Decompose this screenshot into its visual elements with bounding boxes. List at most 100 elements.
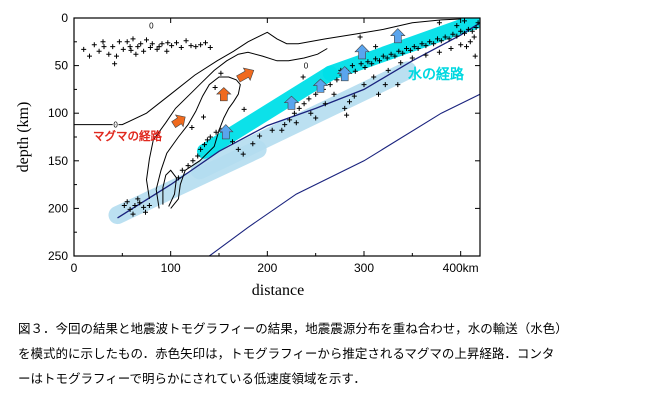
earthquake-marker bbox=[282, 122, 288, 128]
earthquake-marker bbox=[91, 42, 97, 48]
earthquake-marker bbox=[435, 36, 440, 42]
earthquake-marker bbox=[357, 34, 363, 40]
earthquake-marker bbox=[124, 199, 130, 205]
earthquake-marker bbox=[377, 58, 382, 64]
earthquake-marker bbox=[342, 105, 348, 111]
earthquake-marker bbox=[442, 34, 448, 40]
earthquake-marker bbox=[141, 48, 147, 54]
earthquake-marker bbox=[81, 46, 87, 52]
earthquake-marker bbox=[404, 46, 409, 51]
earthquake-marker bbox=[203, 40, 208, 46]
water-arrow bbox=[354, 44, 370, 60]
earthquake-marker bbox=[250, 141, 256, 147]
earthquake-marker bbox=[436, 49, 442, 55]
earthquake-marker bbox=[467, 39, 473, 45]
earthquake-marker bbox=[144, 37, 149, 43]
contour-value-label: 0 bbox=[149, 22, 154, 31]
earthquake-marker bbox=[198, 146, 204, 152]
earthquake-marker bbox=[178, 45, 184, 50]
earthquake-marker bbox=[431, 41, 437, 47]
earthquake-marker bbox=[218, 70, 224, 76]
earthquake-marker bbox=[207, 45, 213, 50]
y-tick-label: 0 bbox=[61, 11, 68, 25]
earthquake-marker bbox=[382, 82, 388, 88]
x-tick-label: 200 bbox=[257, 261, 277, 275]
y-axis-label: depth (km) bbox=[15, 102, 32, 173]
earthquake-marker bbox=[185, 163, 191, 169]
earthquake-marker bbox=[407, 47, 413, 53]
earthquake-marker bbox=[188, 43, 194, 49]
earthquake-marker bbox=[469, 28, 475, 34]
earthquake-marker bbox=[291, 110, 297, 116]
earthquake-marker bbox=[204, 137, 210, 143]
caption-line-1: 図３．今回の結果と地震波トモグラフィーの結果，地震震源分布を重ね合わせ，水の輸送… bbox=[18, 321, 568, 336]
caption-line-2: を模式的に示したもの．赤色矢印は，トモグラフィーから推定されるマグマの上昇経路．… bbox=[18, 346, 555, 361]
earthquake-marker bbox=[352, 68, 358, 74]
x-tick-label: 0 bbox=[71, 261, 78, 275]
earthquake-marker bbox=[135, 196, 141, 202]
earthquake-marker bbox=[257, 133, 263, 139]
slab-upper-line bbox=[117, 22, 480, 219]
earthquake-marker bbox=[179, 167, 185, 173]
earthquake-marker bbox=[308, 110, 314, 116]
earthquake-marker bbox=[293, 120, 299, 126]
earthquake-marker bbox=[358, 61, 364, 67]
earthquake-marker bbox=[365, 59, 371, 65]
slab-lower-line bbox=[208, 93, 480, 256]
contour-line-2 bbox=[145, 48, 328, 199]
earthquake-marker bbox=[411, 44, 417, 50]
earthquake-marker bbox=[334, 77, 340, 83]
earthquake-marker bbox=[471, 34, 477, 40]
magma-arrow bbox=[216, 87, 232, 102]
water-arrow bbox=[312, 78, 329, 93]
earthquake-marker bbox=[436, 20, 442, 26]
earthquake-marker bbox=[313, 91, 319, 97]
earthquake-marker bbox=[100, 39, 106, 45]
x-tick-label: 400km bbox=[443, 261, 479, 275]
earthquake-marker bbox=[190, 158, 196, 164]
earthquake-marker bbox=[202, 142, 207, 148]
earthquake-marker bbox=[462, 30, 467, 36]
earthquake-marker bbox=[130, 211, 136, 217]
earthquake-marker bbox=[388, 51, 394, 57]
figure-caption: 図３．今回の結果と地震波トモグラフィーの結果，地震震源分布を重ね合わせ，水の輸送… bbox=[18, 316, 668, 391]
x-tick-label: 300 bbox=[354, 261, 374, 275]
contour-line-1 bbox=[74, 18, 461, 126]
earthquake-marker bbox=[306, 96, 312, 102]
earthquake-marker bbox=[438, 38, 444, 44]
earthquake-marker bbox=[369, 61, 375, 67]
earthquake-marker bbox=[464, 44, 469, 50]
earthquake-marker bbox=[400, 50, 406, 56]
earthquake-marker bbox=[128, 47, 134, 53]
earthquake-marker bbox=[230, 139, 235, 145]
earthquake-marker bbox=[331, 91, 337, 97]
earthquake-marker bbox=[212, 85, 218, 90]
earthquake-marker bbox=[351, 93, 357, 99]
earthquake-marker bbox=[164, 48, 170, 54]
earthquake-marker bbox=[241, 106, 247, 112]
earthquake-marker bbox=[175, 175, 181, 181]
earthquake-marker bbox=[395, 82, 401, 88]
earthquake-marker bbox=[373, 44, 379, 50]
earthquake-marker bbox=[423, 52, 429, 58]
earthquake-marker bbox=[189, 125, 195, 130]
earthquake-marker bbox=[427, 39, 433, 45]
earthquake-marker bbox=[87, 53, 92, 59]
earthquake-marker bbox=[198, 42, 204, 48]
earthquake-marker bbox=[235, 146, 241, 152]
earthquake-marker bbox=[110, 44, 116, 50]
earthquake-marker bbox=[349, 63, 355, 69]
earthquake-marker bbox=[141, 204, 147, 210]
y-tick-label: 150 bbox=[48, 154, 68, 168]
earthquake-marker bbox=[143, 209, 148, 215]
water-path-label: 水の経路 bbox=[408, 66, 465, 83]
earthquake-marker bbox=[419, 41, 425, 47]
earthquake-marker bbox=[409, 55, 415, 61]
earthquake-marker bbox=[300, 74, 306, 80]
earthquake-marker bbox=[458, 28, 464, 34]
earthquake-marker bbox=[240, 151, 246, 157]
earthquake-marker bbox=[415, 46, 421, 51]
earthquake-marker bbox=[149, 41, 155, 47]
y-tick-label: 250 bbox=[48, 249, 68, 263]
earthquake-marker bbox=[135, 44, 141, 50]
